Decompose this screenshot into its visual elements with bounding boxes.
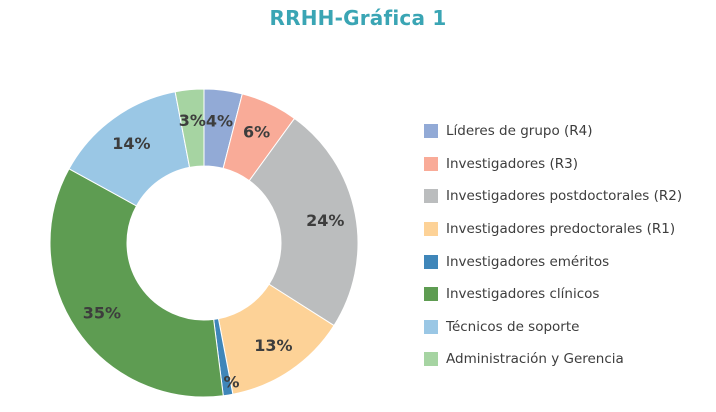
data-label: 6% [243,122,270,141]
legend-label: Técnicos de soporte [446,318,580,335]
legend-label: Administración y Gerencia [446,351,624,368]
legend-item: Técnicos de soporte [424,311,682,344]
chart-title: RRHH-Gráfica 1 [269,6,447,30]
legend-swatch [424,254,438,269]
legend-swatch [424,156,438,171]
legend-label: Líderes de grupo (R4) [446,123,593,140]
donut-slice [174,88,205,168]
legend-label: Investigadores clínicos [446,286,600,303]
legend-item: Administración y Gerencia [424,343,682,376]
donut-slice [248,117,359,327]
legend-item: Investigadores predoctorales (R1) [424,213,682,246]
data-label: 13% [254,336,292,355]
legend-item: Investigadores eméritos [424,245,682,278]
legend-item: Investigadores (R3) [424,148,682,181]
legend-item: Investigadores postdoctorales (R2) [424,180,682,213]
legend-item: Investigadores clínicos [424,278,682,311]
legend-swatch [424,287,438,302]
legend-swatch [424,189,438,204]
donut-slice [49,168,224,398]
donut-chart: 4%6%24%13%1%35%14%3% [49,88,359,398]
legend-swatch [424,352,438,367]
data-label: 24% [306,211,344,230]
chart-legend: Líderes de grupo (R4) Investigadores (R3)… [424,115,682,376]
data-label: 3% [179,111,206,130]
legend-item: Líderes de grupo (R4) [424,115,682,148]
legend-label: Investigadores eméritos [446,253,610,270]
legend-swatch [424,124,438,139]
legend-label: Investigadores postdoctorales (R2) [446,188,683,205]
data-label: 4% [206,111,233,130]
legend-swatch [424,222,438,237]
legend-swatch [424,319,438,334]
data-label: 35% [83,303,121,322]
data-label: 14% [112,134,150,153]
legend-label: Investigadores (R3) [446,155,578,172]
legend-label: Investigadores predoctorales (R1) [446,221,676,238]
